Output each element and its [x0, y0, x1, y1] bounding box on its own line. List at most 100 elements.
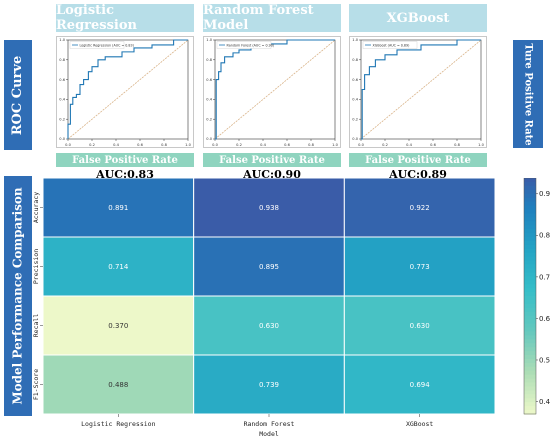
- legend-box: [69, 41, 125, 49]
- colorbar-segment: [524, 280, 536, 285]
- heatmap-cell: [193, 178, 345, 238]
- colorbar-segment: [524, 315, 536, 321]
- x-tick-label: 0.6: [137, 143, 143, 147]
- y-tick-label: 0.2: [59, 117, 65, 121]
- y-tick-label: 0.4: [352, 98, 358, 102]
- colorbar-segment: [524, 386, 536, 391]
- y-tick-label: 0.4: [206, 98, 212, 102]
- colorbar-segment: [524, 366, 536, 372]
- x-tick-label: 0.8: [454, 143, 460, 147]
- model-comparison-side-label: Model Performance Comparison: [4, 176, 32, 416]
- y-tick-label: 0.6: [206, 78, 212, 82]
- x-tick-label: 1.0: [478, 143, 484, 147]
- colorbar-segment: [524, 331, 536, 336]
- legend-label: Logistic Regression (AUC = 0.83): [80, 43, 134, 47]
- colorbar-segment: [524, 229, 536, 234]
- x-tick-label: 0.2: [89, 143, 95, 147]
- colorbar-segment: [524, 217, 536, 222]
- y-tick-label: 1.0: [352, 38, 358, 42]
- legend-label: Random Forest (AUC = 0.90): [227, 43, 275, 47]
- performance-heatmap: 0.891 0.938 0.922 Accuracy 0.714 0.895 0.773 Pr…: [32, 178, 550, 438]
- colorbar-segment: [524, 193, 536, 199]
- fpr-label-xgboost: False Positive Rate: [349, 153, 487, 167]
- colorbar-segment: [524, 374, 536, 380]
- colorbar-segment: [524, 319, 536, 325]
- y-tick-label: 0.2: [206, 117, 212, 121]
- colorbar-tick-label: 0.8: [539, 232, 550, 240]
- roc-chart-xgboost: 0.0 0.2 0.4 0.6 0.8 1.0 0.0 0.2 0.4 0.6 0.8 1.0 XGBo…: [349, 36, 487, 148]
- plot-frame: [360, 39, 482, 140]
- heatmap-cell: [343, 295, 496, 356]
- heatmap-cell-label: 0.630: [259, 322, 279, 330]
- colorbar-segment: [524, 410, 536, 415]
- fpr-label-random-forest: False Positive Rate: [203, 153, 341, 167]
- colorbar-segment: [524, 284, 536, 289]
- chance-diagonal: [360, 39, 482, 140]
- y-tick-label: 0.0: [352, 137, 358, 141]
- colorbar-segment: [524, 299, 536, 305]
- tpr-side-text: Ture Positive Rate: [522, 42, 534, 146]
- chance-diagonal: [214, 39, 336, 140]
- colorbar-segment: [524, 272, 536, 277]
- heatmap-cell-label: 0.773: [410, 263, 430, 271]
- colorbar-segment: [524, 355, 536, 360]
- x-tick-label: 0.6: [430, 143, 436, 147]
- colorbar-tick-label: 0.7: [539, 273, 550, 281]
- x-tick-label: 0.2: [236, 143, 242, 147]
- heatmap-col-label: Random Forest: [244, 420, 295, 428]
- colorbar-segment: [524, 276, 536, 281]
- heatmap-cell-label: 0.895: [259, 263, 279, 271]
- plot-frame: [214, 39, 336, 140]
- heatmap-col-label: XGBoost: [406, 420, 433, 428]
- colorbar-segment: [524, 288, 536, 293]
- colorbar-segment: [524, 323, 536, 329]
- heatmap-cell-label: 0.922: [410, 204, 430, 212]
- colorbar-segment: [524, 237, 536, 242]
- legend-box: [362, 41, 418, 49]
- x-tick-label: 0.4: [113, 143, 119, 147]
- colorbar-segment: [524, 268, 536, 273]
- y-tick-label: 0.0: [59, 137, 65, 141]
- colorbar-segment: [524, 244, 536, 250]
- y-tick-label: 0.0: [206, 137, 212, 141]
- colorbar-segment: [524, 260, 536, 266]
- y-tick-label: 0.8: [206, 58, 212, 62]
- roc-curve-line: [67, 39, 188, 139]
- y-tick-label: 0.6: [352, 78, 358, 82]
- y-tick-label: 0.8: [352, 58, 358, 62]
- x-tick-label: 0.8: [308, 143, 314, 147]
- y-tick-label: 1.0: [206, 38, 212, 42]
- y-tick-label: 0.6: [59, 78, 65, 82]
- heatmap-col-label: Logistic Regression: [81, 420, 155, 428]
- colorbar-segment: [524, 335, 536, 340]
- plot-frame: [67, 39, 189, 140]
- colorbar-segment: [524, 209, 536, 214]
- y-tick-label: 1.0: [59, 38, 65, 42]
- colorbar-segment: [524, 221, 536, 226]
- colorbar-segment: [524, 358, 536, 364]
- colorbar-segment: [524, 406, 536, 411]
- roc-chart-random-forest: 0.0 0.2 0.4 0.6 0.8 1.0 0.0 0.2 0.4 0.6 0.8 1.0 Rand…: [203, 36, 341, 148]
- legend-label: XGBoost (AUC = 0.89): [373, 43, 410, 47]
- colorbar-segment: [524, 189, 536, 195]
- heatmap-row-label: F1-Score: [32, 369, 40, 400]
- x-tick-label: 0.0: [65, 143, 71, 147]
- heatmap-cell-label: 0.370: [108, 322, 128, 330]
- colorbar-segment: [524, 178, 536, 183]
- colorbar-segment: [524, 248, 536, 254]
- y-tick-label: 0.2: [352, 117, 358, 121]
- model-title-logistic: Logistic Regression: [56, 3, 194, 33]
- chance-diagonal: [67, 39, 189, 140]
- heatmap-cell-label: 0.739: [259, 381, 279, 389]
- y-tick-label: 0.4: [59, 98, 65, 102]
- colorbar-segment: [524, 398, 536, 403]
- tpr-side-label: Ture Positive Rate: [513, 40, 543, 148]
- colorbar-segment: [524, 370, 536, 376]
- colorbar-frame: [523, 178, 537, 415]
- heatmap-cell: [42, 236, 195, 297]
- roc-curve-side-text: ROC Curve: [10, 55, 26, 135]
- colorbar-segment: [524, 394, 536, 399]
- colorbar-segment: [524, 382, 536, 388]
- colorbar-tick-label: 0.5: [539, 356, 550, 364]
- colorbar-segment: [524, 351, 536, 356]
